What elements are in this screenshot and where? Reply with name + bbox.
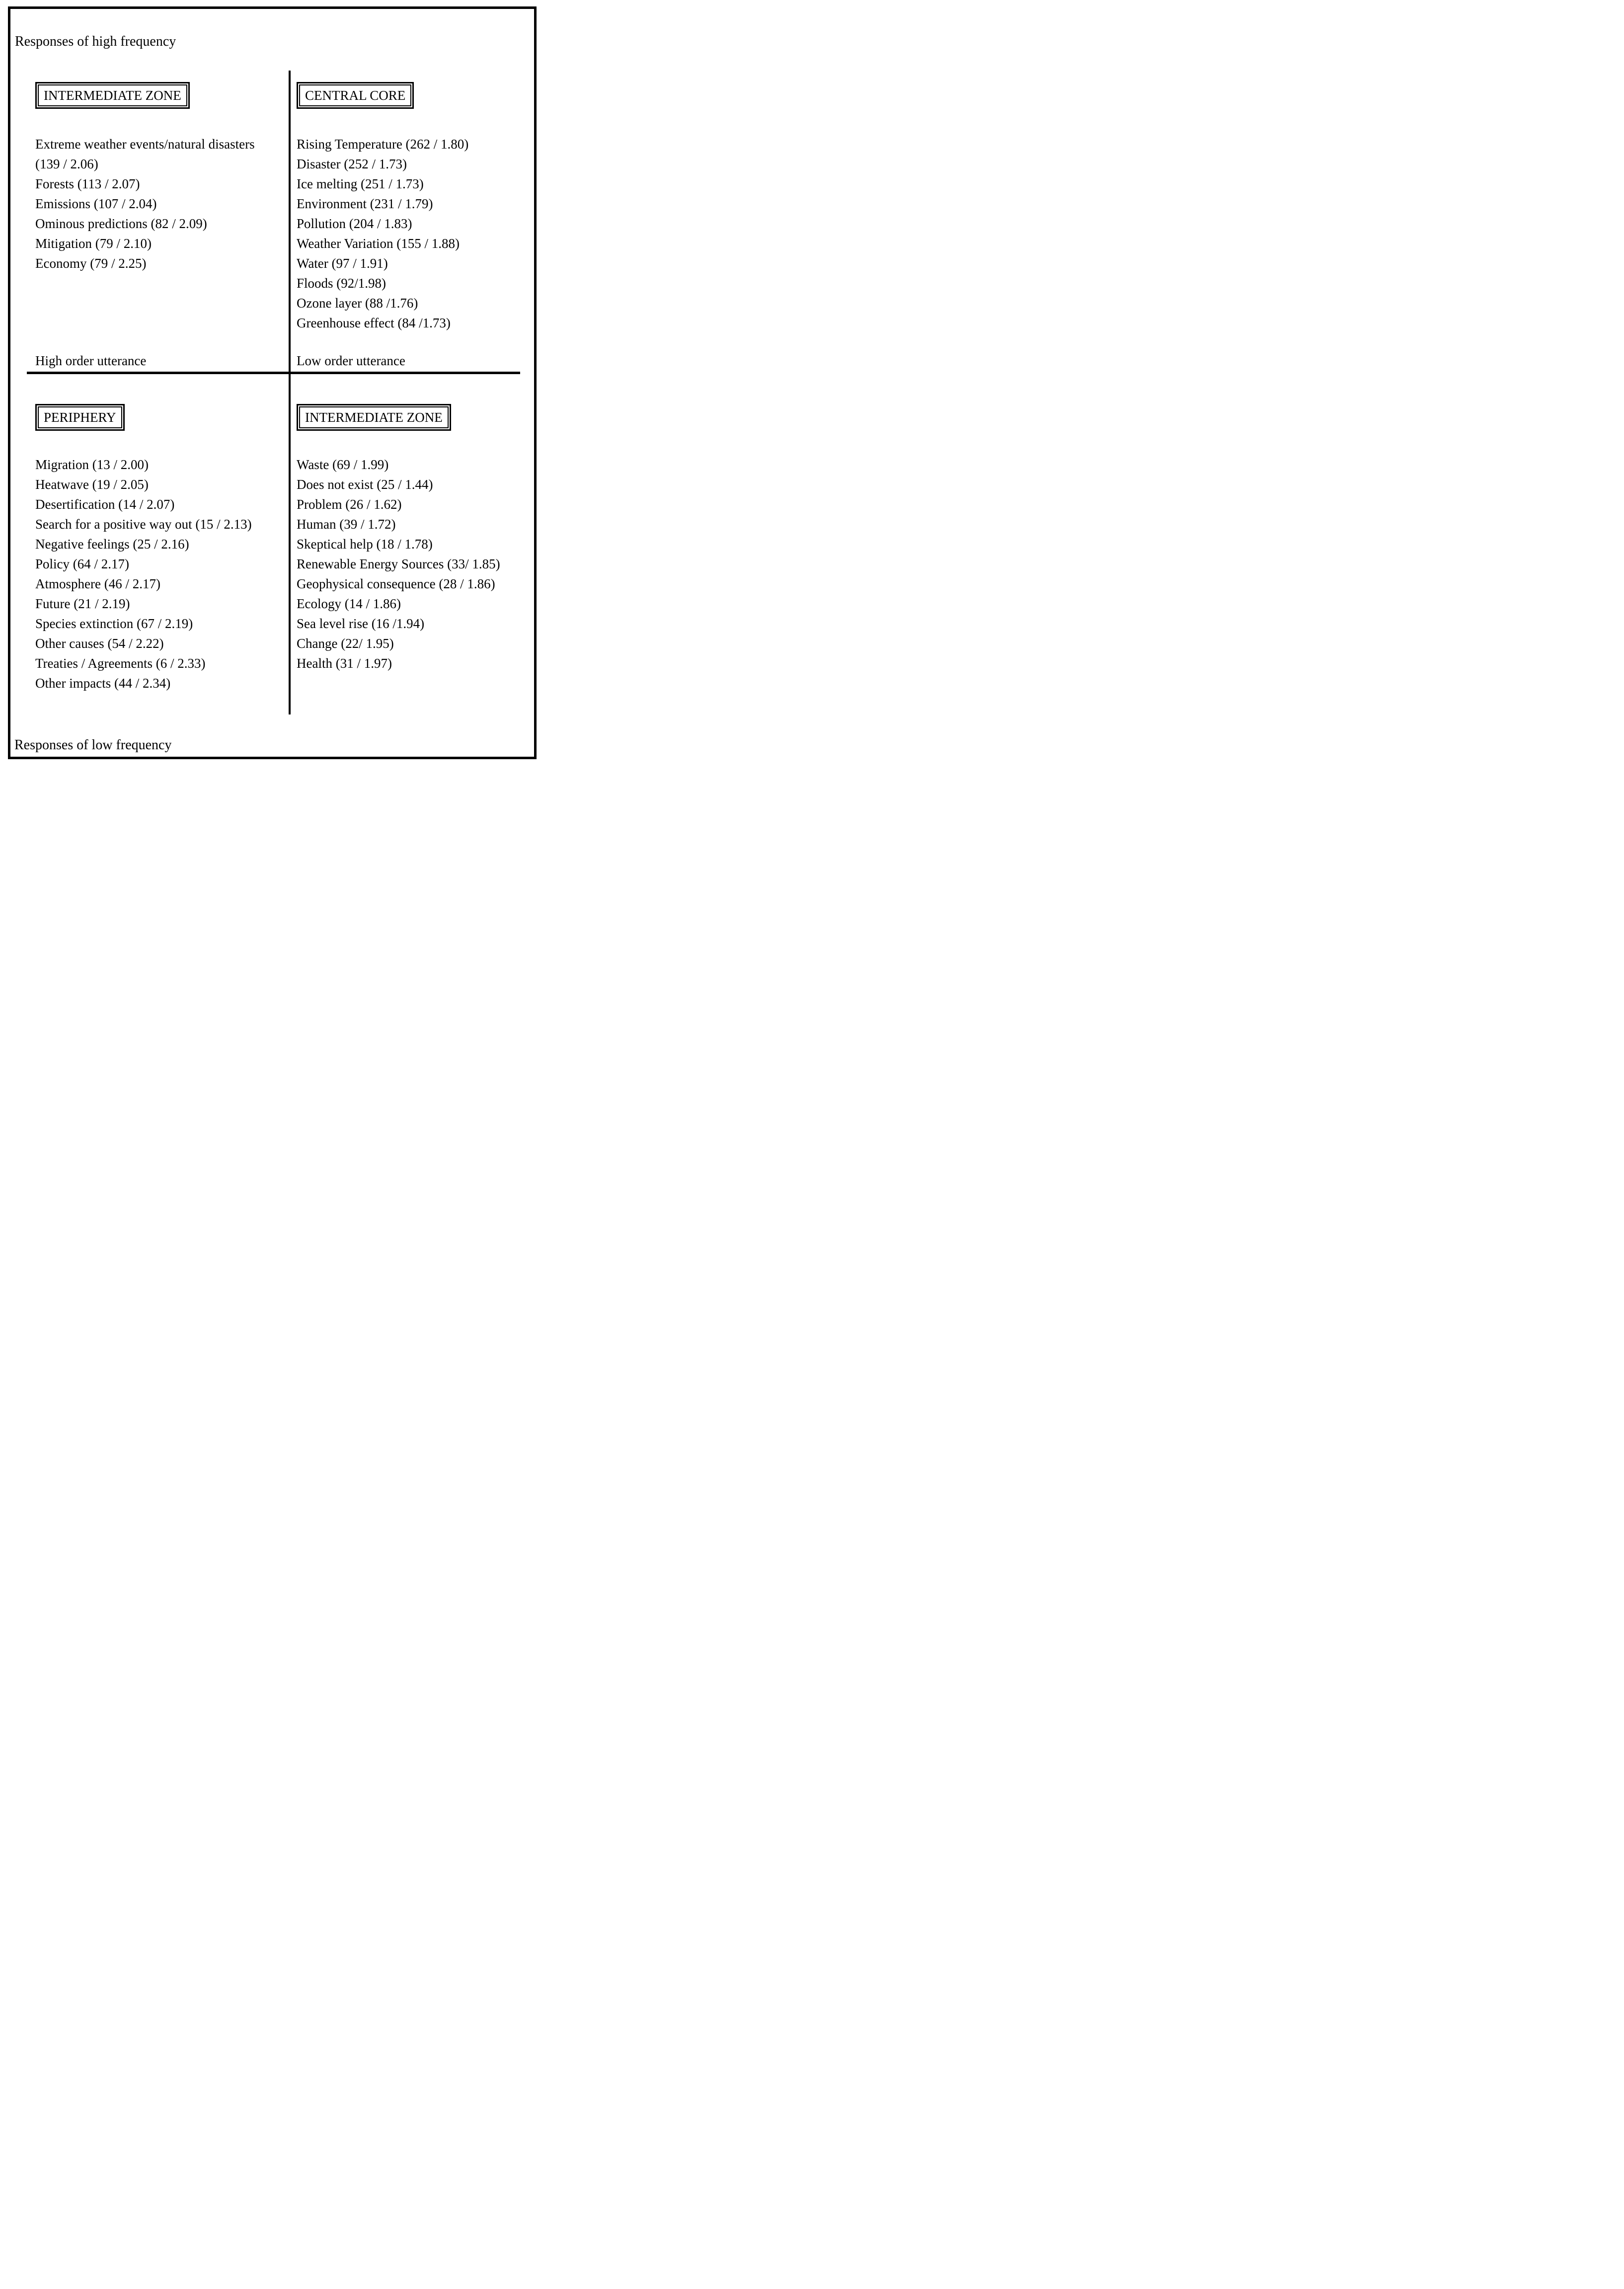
axis-label-low-order: Low order utterance bbox=[297, 353, 405, 368]
list-intermediate-top: Extreme weather events/natural disasters… bbox=[35, 134, 255, 273]
list-line: Disaster (252 / 1.73) bbox=[297, 157, 407, 171]
axis-label-high-order: High order utterance bbox=[35, 353, 147, 368]
zone-box-periphery: PERIPHERY bbox=[35, 404, 125, 431]
list-line: Renewable Energy Sources (33/ 1.85) bbox=[297, 556, 500, 571]
list-line: Ice melting (251 / 1.73) bbox=[297, 176, 424, 191]
list-line: Geophysical consequence (28 / 1.86) bbox=[297, 576, 495, 591]
list-line: Negative feelings (25 / 2.16) bbox=[35, 537, 189, 552]
list-line: Water (97 / 1.91) bbox=[297, 256, 388, 271]
list-line: Mitigation (79 / 2.10) bbox=[35, 236, 152, 251]
list-line: Problem (26 / 1.62) bbox=[297, 497, 402, 512]
list-line: Rising Temperature (262 / 1.80) bbox=[297, 137, 469, 152]
list-line: Waste (69 / 1.99) bbox=[297, 457, 389, 472]
zone-label: PERIPHERY bbox=[38, 406, 122, 428]
low-frequency-caption: Responses of low frequency bbox=[14, 737, 172, 753]
high-frequency-caption: Responses of high frequency bbox=[15, 34, 176, 49]
list-line: Floods (92/1.98) bbox=[297, 276, 387, 291]
list-line: Atmosphere (46 / 2.17) bbox=[35, 576, 160, 591]
list-line: Heatwave (19 / 2.05) bbox=[35, 477, 149, 492]
zone-label: INTERMEDIATE ZONE bbox=[38, 84, 187, 106]
figure-page: Responses of high frequency INTERMEDIATE… bbox=[0, 0, 541, 763]
zone-label: CENTRAL CORE bbox=[299, 84, 412, 106]
zone-box-central-core: CENTRAL CORE bbox=[297, 82, 414, 109]
list-line: Policy (64 / 2.17) bbox=[35, 556, 129, 571]
list-line: Economy (79 / 2.25) bbox=[35, 256, 147, 271]
list-line: Desertification (14 / 2.07) bbox=[35, 497, 175, 512]
list-line: Ecology (14 / 1.86) bbox=[297, 596, 401, 611]
list-line: Search for a positive way out (15 / 2.13… bbox=[35, 517, 252, 532]
list-line: Environment (231 / 1.79) bbox=[297, 196, 433, 211]
list-periphery: Migration (13 / 2.00) Heatwave (19 / 2.05… bbox=[35, 455, 252, 693]
list-line: Does not exist (25 / 1.44) bbox=[297, 477, 433, 492]
list-line: Species extinction (67 / 2.19) bbox=[35, 616, 193, 631]
list-line: Migration (13 / 2.00) bbox=[35, 457, 149, 472]
list-line: Human (39 / 1.72) bbox=[297, 517, 396, 532]
list-line: Forests (113 / 2.07) bbox=[35, 176, 140, 191]
list-line: Health (31 / 1.97) bbox=[297, 656, 392, 671]
list-line: Extreme weather events/natural disasters bbox=[35, 137, 255, 152]
page-frame-border bbox=[8, 6, 537, 759]
list-line: Weather Variation (155 / 1.88) bbox=[297, 236, 460, 251]
list-line: Change (22/ 1.95) bbox=[297, 636, 394, 651]
list-line: Treaties / Agreements (6 / 2.33) bbox=[35, 656, 206, 671]
list-central-core: Rising Temperature (262 / 1.80) Disaster … bbox=[297, 134, 468, 333]
list-line: Other impacts (44 / 2.34) bbox=[35, 676, 171, 691]
vertical-divider-line bbox=[289, 71, 291, 714]
zone-box-intermediate-bottom: INTERMEDIATE ZONE bbox=[297, 404, 451, 431]
list-line: Future (21 / 2.19) bbox=[35, 596, 130, 611]
list-line: Other causes (54 / 2.22) bbox=[35, 636, 164, 651]
list-line: Greenhouse effect (84 /1.73) bbox=[297, 316, 451, 330]
list-line: Emissions (107 / 2.04) bbox=[35, 196, 157, 211]
list-line: Sea level rise (16 /1.94) bbox=[297, 616, 425, 631]
list-line: (139 / 2.06) bbox=[35, 157, 98, 171]
list-line: Ozone layer (88 /1.76) bbox=[297, 296, 418, 311]
list-line: Skeptical help (18 / 1.78) bbox=[297, 537, 433, 552]
list-line: Ominous predictions (82 / 2.09) bbox=[35, 216, 207, 231]
list-intermediate-bottom: Waste (69 / 1.99) Does not exist (25 / 1.… bbox=[297, 455, 500, 673]
zone-box-intermediate-top: INTERMEDIATE ZONE bbox=[35, 82, 190, 109]
zone-label: INTERMEDIATE ZONE bbox=[299, 406, 449, 428]
list-line: Pollution (204 / 1.83) bbox=[297, 216, 412, 231]
horizontal-divider-line bbox=[27, 372, 520, 374]
